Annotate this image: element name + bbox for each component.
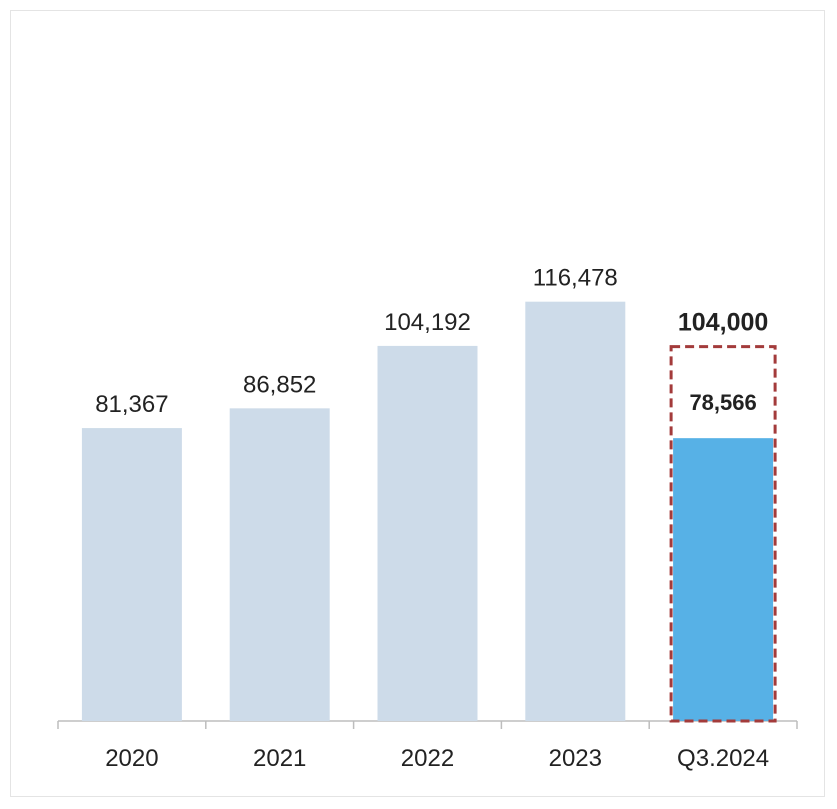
category-label: 2020 <box>105 745 158 772</box>
target-value-label: 104,000 <box>678 309 768 337</box>
value-label: 78,566 <box>689 390 756 415</box>
category-label: Q3.2024 <box>677 745 769 772</box>
bar-2022 <box>377 345 478 721</box>
bar-Q3.2024 <box>673 438 774 721</box>
bar-2021 <box>229 408 330 721</box>
bar-2023 <box>525 301 626 721</box>
value-label: 104,192 <box>384 309 471 336</box>
value-label: 81,367 <box>95 391 168 418</box>
category-label: 2022 <box>401 745 454 772</box>
category-label: 2023 <box>549 745 602 772</box>
category-label: 2021 <box>253 745 306 772</box>
bar-2020 <box>81 428 182 721</box>
value-label: 116,478 <box>533 265 618 292</box>
value-label: 86,852 <box>243 371 316 398</box>
